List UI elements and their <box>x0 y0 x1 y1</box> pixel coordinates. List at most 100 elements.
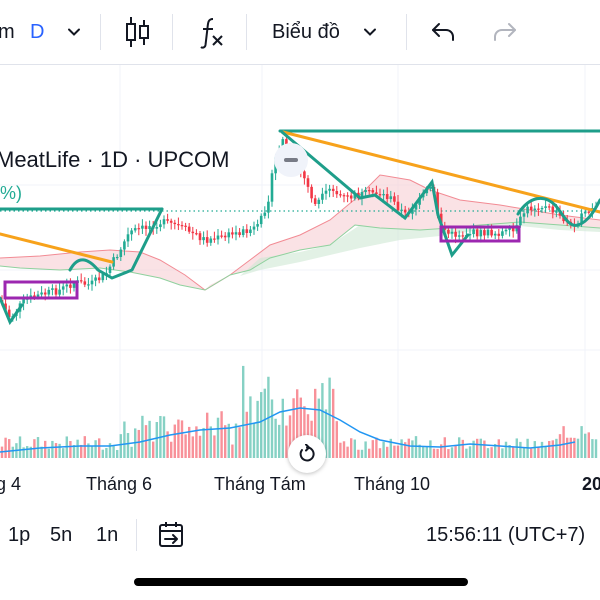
range-button-5n[interactable]: 5n <box>50 523 73 546</box>
volume-bar <box>530 448 533 458</box>
candles-icon[interactable] <box>124 0 152 64</box>
volume-bar <box>497 439 500 458</box>
candle-body <box>382 194 385 196</box>
volume-bar <box>360 449 364 458</box>
candle-body <box>414 204 418 210</box>
candle-body <box>245 229 249 234</box>
range-button-1n[interactable]: 1n <box>96 523 119 546</box>
candle-body <box>220 235 223 237</box>
candle-body <box>43 292 47 295</box>
volume-bar <box>479 438 482 458</box>
candle-body <box>7 309 11 318</box>
candle-body <box>519 216 522 226</box>
interval-chevron-down-icon[interactable] <box>66 0 82 64</box>
candle-body <box>400 209 403 211</box>
volume-bar <box>11 446 14 458</box>
volume-bar <box>422 446 425 458</box>
volume-bar <box>18 436 22 458</box>
candle-body <box>533 208 537 211</box>
volume-bar <box>303 406 306 458</box>
volume-bar <box>515 438 518 458</box>
volume-bar <box>418 444 421 458</box>
candle-body <box>364 190 367 193</box>
range-box-right[interactable] <box>439 225 521 243</box>
candle-body <box>461 235 465 237</box>
candle-body <box>159 224 162 228</box>
candle-body <box>234 232 238 235</box>
indicator-fx-icon[interactable] <box>198 0 226 64</box>
volume-bar <box>112 445 115 458</box>
reset-chart-button[interactable] <box>288 435 326 473</box>
volume-bar <box>404 442 407 458</box>
volume-bar <box>396 445 400 458</box>
volume-bar <box>296 389 299 458</box>
symbol-legend-title[interactable]: MeatLife · 1D · UPCOM <box>0 147 230 172</box>
chart-type-label[interactable]: Biểu đồ <box>272 20 340 43</box>
volume-bar <box>245 411 248 458</box>
candle-body <box>58 289 61 295</box>
volume-bar <box>450 447 454 458</box>
chart-type-chevron-down-icon[interactable] <box>362 0 378 64</box>
interval-suffix[interactable]: m <box>0 20 15 43</box>
candle-body <box>101 273 105 281</box>
volume-bar <box>105 447 108 458</box>
candle-body <box>162 219 166 225</box>
undo-icon[interactable] <box>430 0 456 64</box>
interval-value[interactable]: D <box>30 20 45 43</box>
volume-bar <box>537 447 540 458</box>
redo-icon[interactable] <box>492 0 518 64</box>
range-button-1p[interactable]: 1p <box>8 523 31 546</box>
candle-body <box>457 235 461 237</box>
candle-body <box>583 211 587 214</box>
clock-timezone[interactable]: 15:56:11 (UTC+7) <box>426 523 586 546</box>
candle-body <box>72 282 76 288</box>
legend-collapse-button[interactable] <box>274 143 308 177</box>
chart-canvas[interactable] <box>0 65 600 500</box>
drawing-trend-lines[interactable] <box>0 129 600 326</box>
candle-body <box>328 188 331 191</box>
volume-bar <box>587 432 590 458</box>
candle-body <box>227 232 231 238</box>
candle-body <box>144 225 148 230</box>
candle-body <box>267 201 270 213</box>
volume-bar <box>508 445 511 458</box>
volume-bar <box>490 447 493 458</box>
candle-body <box>119 249 123 257</box>
candle-body <box>504 229 508 232</box>
volume-bar <box>69 441 72 458</box>
volume-bar <box>483 440 486 458</box>
price-chart[interactable]: MeatLife · 1D · UPCOM %) <box>0 65 600 500</box>
volume-bar <box>188 426 191 458</box>
volume-bar <box>519 441 522 458</box>
candle-body <box>130 230 133 235</box>
time-label: Tháng Tám <box>214 474 306 494</box>
volume-bar <box>533 441 536 458</box>
candle-body <box>123 241 126 250</box>
volume-bar <box>249 396 252 458</box>
volume-bar <box>141 415 144 458</box>
volume-bar <box>8 439 11 458</box>
volume-bar <box>94 440 97 458</box>
volume-bar <box>162 416 166 458</box>
calendar-range-icon[interactable] <box>157 505 187 565</box>
volume-bar <box>465 448 468 458</box>
candle-body <box>231 232 234 235</box>
volume-bar <box>328 377 331 458</box>
volume-bar <box>386 446 389 458</box>
range-box-left[interactable] <box>3 280 79 300</box>
candle-body <box>4 303 7 310</box>
volume-bar <box>155 422 158 458</box>
candle-body <box>180 225 184 227</box>
volume-bar <box>270 399 274 458</box>
candle-body <box>223 235 227 238</box>
candle-body <box>51 288 54 290</box>
candle-body <box>310 186 313 199</box>
volume-bar <box>180 420 184 458</box>
candle-body <box>317 199 321 204</box>
candle-body <box>133 228 137 231</box>
volume-bar <box>256 400 259 458</box>
volume-bar <box>569 437 572 458</box>
candle-body <box>479 230 483 237</box>
candle-body <box>97 277 101 281</box>
volume-bar <box>382 441 385 458</box>
